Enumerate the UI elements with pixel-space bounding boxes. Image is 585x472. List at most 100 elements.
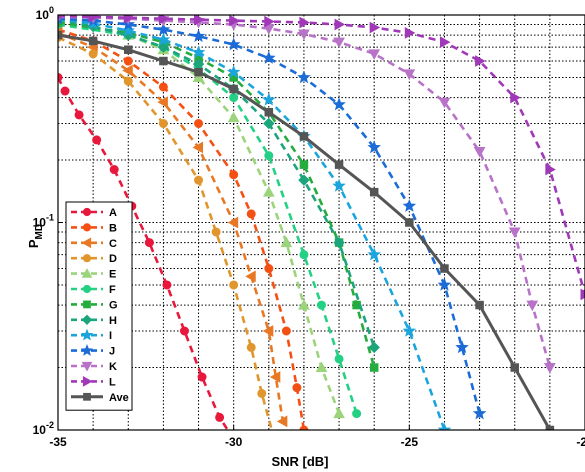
data-point-k bbox=[333, 37, 345, 49]
data-point-c bbox=[157, 96, 168, 109]
legend-marker-k bbox=[81, 361, 93, 372]
series-line-d bbox=[58, 36, 274, 430]
legend-label-k: K bbox=[109, 361, 117, 373]
data-point-g bbox=[299, 160, 309, 169]
data-point-ave bbox=[299, 132, 309, 141]
data-point-ave bbox=[88, 36, 98, 46]
series-h bbox=[58, 15, 380, 354]
data-point-a bbox=[162, 280, 172, 290]
x-axis-label: SNR [dB] bbox=[271, 454, 328, 469]
data-point-j bbox=[156, 22, 171, 36]
data-point-c bbox=[122, 64, 133, 77]
data-point-h bbox=[333, 236, 345, 249]
legend-marker-b bbox=[82, 223, 92, 232]
data-point-j bbox=[226, 37, 241, 51]
x-tick-label: -30 bbox=[225, 435, 243, 449]
data-point-b bbox=[123, 56, 133, 66]
y-tick-label: 10-1 bbox=[33, 213, 54, 230]
y-tick-label-base: 10 bbox=[36, 8, 50, 22]
data-point-d bbox=[229, 280, 239, 290]
data-point-d bbox=[194, 175, 204, 185]
legend-marker-l bbox=[82, 376, 93, 387]
data-point-k bbox=[544, 363, 556, 374]
legend-label-j: J bbox=[109, 346, 115, 358]
data-point-e bbox=[262, 186, 275, 197]
data-point-c bbox=[262, 325, 274, 337]
series-a bbox=[58, 72, 230, 430]
data-point-c bbox=[276, 415, 288, 428]
data-point-k bbox=[403, 69, 416, 80]
legend-label-i: I bbox=[109, 330, 112, 342]
data-point-ave bbox=[229, 84, 238, 94]
data-point-ave bbox=[264, 107, 274, 117]
data-point-i bbox=[367, 247, 381, 261]
legend-label-l: L bbox=[109, 376, 116, 388]
x-tick-label: -20 bbox=[576, 435, 585, 449]
data-point-i bbox=[226, 65, 241, 78]
data-point-ave bbox=[58, 30, 63, 40]
data-point-c bbox=[227, 216, 239, 229]
data-point-d bbox=[158, 118, 168, 128]
data-point-l bbox=[475, 55, 486, 67]
y-tick-label-exp: 0 bbox=[49, 5, 54, 15]
legend-label-ave: Ave bbox=[109, 392, 129, 404]
data-point-c bbox=[269, 371, 281, 383]
data-point-b bbox=[246, 209, 256, 219]
data-point-i bbox=[437, 422, 452, 430]
data-point-j bbox=[332, 97, 346, 111]
data-point-a bbox=[74, 110, 84, 120]
data-point-e bbox=[280, 236, 293, 248]
legend-marker-g bbox=[83, 300, 91, 309]
data-point-c bbox=[245, 270, 256, 283]
data-point-l bbox=[545, 163, 556, 176]
data-point-k bbox=[526, 300, 539, 312]
data-point-i bbox=[156, 32, 171, 46]
legend-marker-j bbox=[80, 344, 94, 356]
data-point-a bbox=[144, 238, 154, 248]
data-point-e bbox=[298, 299, 310, 310]
x-tick-label: -25 bbox=[401, 435, 419, 449]
data-point-b bbox=[299, 425, 309, 430]
data-point-f bbox=[229, 93, 239, 103]
data-point-l bbox=[439, 36, 451, 48]
legend-marker-c bbox=[81, 237, 92, 249]
data-point-k bbox=[473, 146, 486, 158]
data-point-l bbox=[369, 21, 381, 34]
legend-label-e: E bbox=[109, 269, 116, 281]
data-point-d bbox=[88, 49, 98, 59]
series-line-k bbox=[58, 15, 552, 368]
data-point-ave bbox=[440, 264, 449, 273]
data-point-l bbox=[580, 288, 585, 301]
data-point-j bbox=[191, 29, 206, 42]
data-point-j bbox=[262, 50, 276, 64]
data-point-h bbox=[157, 41, 170, 53]
data-point-f bbox=[334, 354, 344, 364]
series-d bbox=[58, 32, 274, 430]
y-axis-label-sub: MD bbox=[34, 224, 45, 240]
data-point-a bbox=[58, 72, 63, 82]
data-point-l bbox=[229, 15, 240, 27]
data-point-a bbox=[197, 372, 207, 382]
data-point-i bbox=[332, 178, 346, 192]
axis-ticks: -35-30-25-2010010-110-2 bbox=[33, 5, 585, 449]
data-point-f bbox=[299, 250, 309, 260]
data-point-e bbox=[227, 111, 240, 123]
data-point-k bbox=[368, 49, 381, 60]
y-tick-label-base: 10 bbox=[33, 216, 47, 230]
data-point-d bbox=[123, 76, 133, 86]
data-point-ave bbox=[510, 363, 519, 372]
data-point-b bbox=[292, 383, 302, 393]
data-point-d bbox=[246, 342, 256, 352]
series-k bbox=[58, 15, 556, 374]
legend-marker-i bbox=[80, 328, 94, 341]
legend-label-c: C bbox=[109, 238, 117, 250]
data-point-h bbox=[298, 174, 310, 186]
data-point-i bbox=[121, 23, 136, 37]
data-point-i bbox=[191, 45, 206, 59]
y-tick-label-exp: -2 bbox=[46, 420, 54, 430]
data-point-a bbox=[92, 135, 102, 145]
legend-marker-d bbox=[82, 254, 92, 263]
data-point-l bbox=[404, 27, 416, 39]
data-point-b bbox=[158, 82, 168, 92]
data-point-ave bbox=[334, 160, 344, 169]
